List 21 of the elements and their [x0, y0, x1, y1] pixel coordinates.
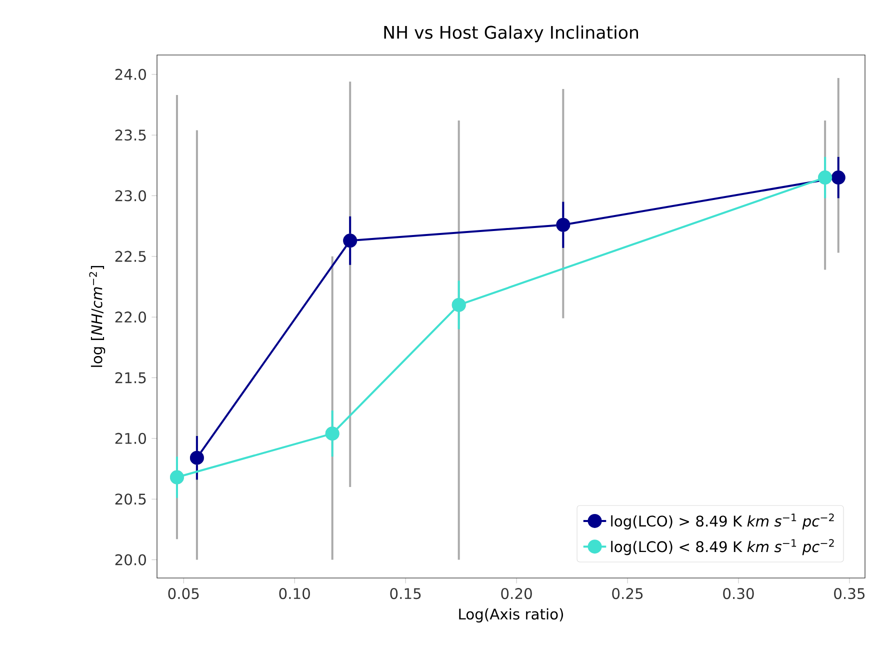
y-tick-label: 20.5 [115, 494, 146, 505]
x-axis-title: Log(Axis ratio) [459, 608, 564, 622]
chart-title: NH vs Host Galaxy Inclination [384, 25, 638, 42]
x-tick-label: 0.15 [390, 588, 421, 600]
y-tick-label: 21.0 [115, 432, 146, 444]
y-axis-title: log [NH/cm$^{−2}$] [89, 266, 106, 367]
y-tick-label: 22.0 [115, 312, 146, 323]
x-tick-label: 0.20 [501, 588, 532, 600]
x-tick-label: 0.05 [168, 588, 199, 600]
y-tick-label: 21.5 [115, 372, 146, 384]
x-tick-label: 0.35 [834, 588, 865, 600]
y-tick-label: 20.0 [115, 554, 146, 566]
y-tick-label: 23.0 [115, 190, 146, 202]
y-tick-label: 23.5 [115, 130, 146, 141]
legend-label: log(LCO) < 8.49 K km s$^{−1}$ pc$^{−2}$ [611, 539, 834, 556]
x-tick-label: 0.10 [279, 588, 310, 600]
x-tick-label: 0.30 [723, 588, 754, 600]
legend-label: log(LCO) > 8.49 K km s$^{−1}$ pc$^{−2}$ [611, 514, 834, 530]
y-tick-label: 24.0 [115, 68, 146, 80]
y-tick-label: 22.5 [115, 250, 146, 262]
x-tick-label: 0.25 [612, 588, 643, 600]
